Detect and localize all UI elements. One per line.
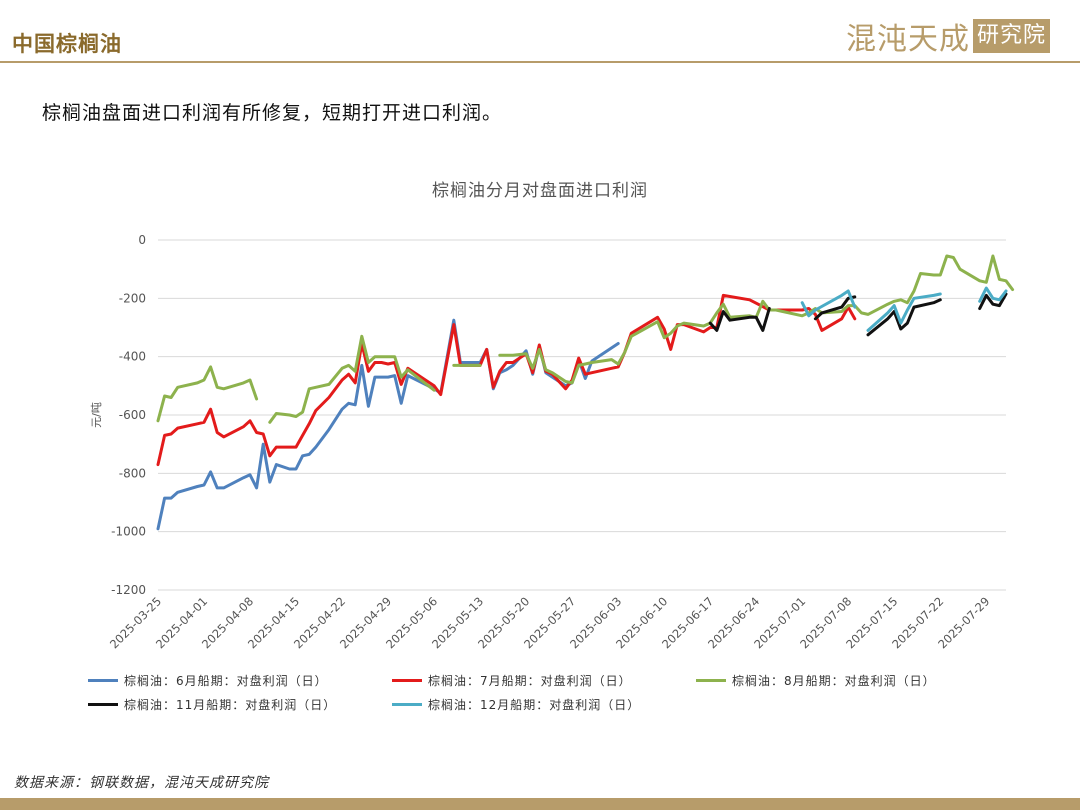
legend-label-jul: 棕榈油：7月船期：对盘利润（日） bbox=[428, 674, 632, 688]
y-tick-label: -1200 bbox=[111, 583, 146, 597]
legend-item-nov: 棕榈油：11月船期：对盘利润（日） bbox=[88, 696, 336, 714]
legend-item-jun: 棕榈油：6月船期：对盘利润（日） bbox=[88, 672, 328, 690]
y-tick-label: 0 bbox=[138, 233, 146, 247]
data-source-note: 数据来源：钢联数据，混沌天成研究院 bbox=[14, 775, 269, 791]
y-tick-label: -800 bbox=[119, 466, 146, 480]
legend-swatch-dec bbox=[392, 703, 422, 706]
legend-swatch-aug bbox=[696, 679, 726, 682]
series-line-3 bbox=[708, 307, 771, 332]
legend-swatch-jun bbox=[88, 679, 118, 682]
series-line-2 bbox=[498, 254, 1015, 385]
y-axis-label: 元/吨 bbox=[90, 402, 103, 428]
slide-subtitle: 棕榈油盘面进口利润有所修复，短期打开进口利润。 bbox=[42, 102, 503, 124]
chart-canvas: 0-200-400-600-800-1000-1200元/吨2025-03-25… bbox=[90, 233, 1015, 651]
legend-label-nov: 棕榈油：11月船期：对盘利润（日） bbox=[124, 698, 337, 712]
legend-item-dec: 棕榈油：12月船期：对盘利润（日） bbox=[392, 696, 640, 714]
series-line-2 bbox=[156, 365, 259, 423]
series-line-0 bbox=[156, 318, 620, 531]
legend-label-aug: 棕榈油：8月船期：对盘利润（日） bbox=[732, 674, 936, 688]
legend-label-dec: 棕榈油：12月船期：对盘利润（日） bbox=[428, 698, 641, 712]
legend-item-aug: 棕榈油：8月船期：对盘利润（日） bbox=[696, 672, 936, 690]
header-divider bbox=[0, 61, 1080, 63]
page-header: 中国棕榈油 混沌天成 研究院 bbox=[0, 0, 1080, 63]
brand-main-text: 混沌天成 bbox=[846, 22, 970, 57]
legend-item-jul: 棕榈油：7月船期：对盘利润（日） bbox=[392, 672, 632, 690]
page-title: 中国棕榈油 bbox=[12, 32, 122, 56]
brand-box-text: 研究院 bbox=[973, 19, 1051, 53]
series-line-4 bbox=[978, 286, 1008, 303]
series-line-2 bbox=[268, 334, 436, 424]
y-tick-label: -400 bbox=[119, 350, 146, 364]
chart-legend: 棕榈油：6月船期：对盘利润（日） 棕榈油：7月船期：对盘利润（日） 棕榈油：8月… bbox=[88, 672, 988, 716]
legend-label-jun: 棕榈油：6月船期：对盘利润（日） bbox=[124, 674, 328, 688]
series-line-3 bbox=[978, 292, 1008, 310]
y-tick-label: -600 bbox=[119, 408, 146, 422]
brand-logo: 混沌天成 研究院 bbox=[846, 14, 1051, 57]
y-tick-label: -200 bbox=[119, 291, 146, 305]
series-line-1 bbox=[156, 293, 857, 467]
series-line-4 bbox=[866, 292, 942, 332]
legend-swatch-jul bbox=[392, 679, 422, 682]
footer-bar bbox=[0, 798, 1080, 810]
series-line-4 bbox=[800, 289, 857, 318]
chart-title: 棕榈油分月对盘面进口利润 bbox=[432, 181, 648, 201]
y-tick-label: -1000 bbox=[111, 525, 146, 539]
legend-swatch-nov bbox=[88, 703, 118, 706]
series-line-3 bbox=[866, 298, 942, 337]
